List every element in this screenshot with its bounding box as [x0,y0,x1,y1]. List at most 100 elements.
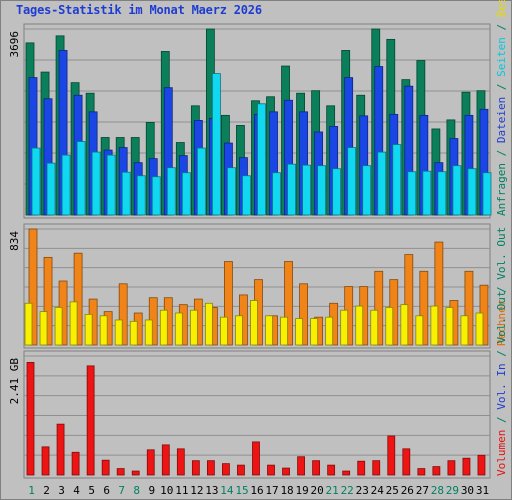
x-tick-label: 27 [416,484,429,497]
legend-entry: / [495,410,508,430]
bar-volumen [462,457,471,476]
legend-entry: Seiten [495,37,508,77]
bar-besuche [220,316,228,346]
x-tick-label: 12 [190,484,203,497]
bar-volumen [282,467,290,476]
bar-volumen [447,460,456,476]
bar-besuche [159,309,168,346]
bar-rechner [73,252,83,346]
bar-volumen [342,470,351,476]
x-tick-label: 3 [58,484,65,497]
x-tick-label: 18 [280,484,293,497]
bar-volumen [131,470,140,476]
x-tick-label: 25 [386,484,399,497]
bar-seiten [467,168,477,216]
legend-entry: Vol. Out [495,227,508,280]
bar-volumen [222,463,230,476]
bar-seiten [196,147,206,216]
bar-rechner [464,270,474,346]
x-tick-label: 16 [250,484,263,497]
bar-rechner [404,254,414,346]
bar-rechner [419,270,429,346]
legend-entry: Vol. Out [495,291,508,344]
panel-frame [23,223,491,349]
x-tick-label: 10 [160,484,173,497]
bar-volumen [477,454,486,476]
x-tick-label: 13 [205,484,218,497]
bar-besuche [280,316,288,346]
bar-seiten [287,163,296,216]
bar-volumen [327,464,336,476]
x-tick-label: 23 [356,484,369,497]
bar-rechner [118,283,128,346]
legend-entry: / [495,143,508,163]
bar-besuche [235,315,243,346]
bar-rechner [374,270,384,346]
bar-besuche [310,318,319,346]
x-tick-label: 4 [73,484,80,497]
x-tick-label: 8 [133,484,140,497]
bar-seiten [317,165,327,216]
legend-label: Rechner / Vol. Out [495,227,508,346]
bar-seiten [91,151,101,216]
bar-seiten [407,171,417,216]
bar-volumen [146,449,155,476]
bar-volumen [432,466,441,476]
bar-besuche [189,309,198,346]
bar-volumen [297,456,305,476]
bar-seiten [437,171,447,216]
legend-entry: / [495,280,508,300]
bar-seiten [482,172,492,216]
bar-volumen [161,444,170,476]
legend-entry: Anfragen [495,163,508,216]
bar-seiten [452,165,462,216]
x-tick-label: 17 [265,484,278,497]
x-tick-label: 15 [235,484,248,497]
bar-besuche [129,320,138,346]
bar-volumen [402,448,411,476]
bar-volumen [56,423,65,476]
legend-entry: / [495,344,508,364]
bar-besuche [475,312,484,346]
x-tick-label: 9 [148,484,155,497]
bar-rechner [224,261,233,346]
axis-max-label: 3696 [8,31,21,58]
bar-volumen [206,460,215,476]
bar-besuche [430,305,439,346]
bar-seiten [166,167,176,216]
x-tick-label: 1 [28,484,35,497]
bar-rechner [299,283,308,346]
bar-volumen [71,451,80,476]
x-tick-label: 14 [220,484,234,497]
bar-besuche [204,302,213,346]
x-tick-label: 6 [103,484,110,497]
bar-besuche [114,319,123,346]
panel-frame [23,350,491,479]
bar-seiten [242,175,251,216]
legend-entry: Besuche [495,0,508,17]
bar-volumen [312,460,321,476]
bar-besuche [174,312,183,346]
x-tick-label: 11 [175,484,188,497]
bar-besuche [99,315,108,346]
bar-rechner [434,241,444,346]
bar-besuche [84,314,93,346]
bar-volumen [176,448,185,476]
panel-frame [23,23,491,219]
bar-seiten [76,141,86,216]
bar-volumen [191,460,200,476]
bar-besuche [250,300,258,346]
bar-seiten [31,147,41,216]
legend-entry: / [495,77,508,97]
axis-max-label: 2.41 GB [8,358,21,405]
bar-volumen [41,446,50,476]
x-tick-label: 22 [341,484,354,497]
bar-besuche [370,309,379,346]
legend-label: Volumen / Vol. In / Vol. Out [495,291,508,476]
bar-besuche [69,301,78,346]
bar-seiten [332,168,342,216]
legend-entry: Rechner [495,299,508,346]
bar-volumen [267,464,275,476]
bar-rechner [43,256,53,346]
x-tick-label: 20 [311,484,324,497]
